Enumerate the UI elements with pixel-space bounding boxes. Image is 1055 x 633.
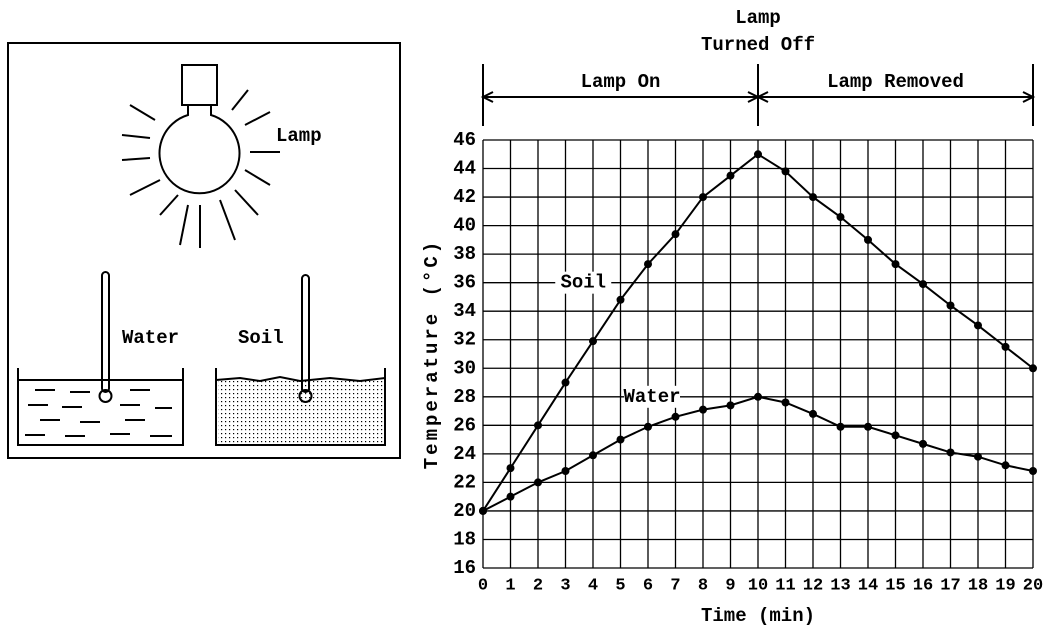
data-point <box>974 453 982 461</box>
x-tick-label: 4 <box>588 576 598 595</box>
data-point <box>974 321 982 329</box>
data-point <box>672 230 680 238</box>
data-point <box>919 280 927 288</box>
water-label: Water <box>122 327 179 349</box>
soil-label: Soil <box>238 327 284 349</box>
x-tick-label: 5 <box>615 576 625 595</box>
data-point <box>479 507 487 515</box>
y-tick-label: 34 <box>453 300 476 322</box>
data-point <box>892 431 900 439</box>
data-point <box>534 478 542 486</box>
data-point <box>809 410 817 418</box>
data-point <box>837 213 845 221</box>
x-tick-label: 12 <box>803 576 823 595</box>
data-point <box>534 421 542 429</box>
data-point <box>727 172 735 180</box>
data-point <box>919 440 927 448</box>
annotation: Turned Off <box>701 34 815 56</box>
data-point <box>782 167 790 175</box>
data-point <box>507 464 515 472</box>
lamp-socket <box>182 65 217 105</box>
y-tick-label: 16 <box>453 557 476 579</box>
data-point <box>644 423 652 431</box>
data-point <box>644 260 652 268</box>
y-tick-label: 28 <box>453 386 476 408</box>
x-tick-label: 0 <box>478 576 488 595</box>
x-axis-label: Time (min) <box>701 605 815 627</box>
data-point <box>947 448 955 456</box>
x-tick-label: 3 <box>560 576 570 595</box>
y-tick-label: 36 <box>453 272 476 294</box>
y-tick-label: 46 <box>453 129 476 151</box>
annotation: Lamp <box>735 7 781 29</box>
data-point <box>1002 461 1010 469</box>
x-tick-label: 20 <box>1023 576 1043 595</box>
data-point <box>562 379 570 387</box>
data-point <box>837 423 845 431</box>
data-point <box>864 236 872 244</box>
water-thermometer <box>102 272 109 392</box>
data-point <box>727 401 735 409</box>
x-tick-label: 16 <box>913 576 933 595</box>
x-tick-label: 2 <box>533 576 543 595</box>
y-axis-label: Temperature (°C) <box>421 239 443 469</box>
series-label: Soil <box>560 272 606 294</box>
diagram: Lamp Water Soil <box>8 43 400 458</box>
x-tick-label: 10 <box>748 576 768 595</box>
data-point <box>672 413 680 421</box>
data-point <box>809 193 817 201</box>
x-tick-label: 19 <box>995 576 1015 595</box>
data-point <box>589 451 597 459</box>
y-tick-label: 44 <box>453 158 476 180</box>
x-tick-label: 14 <box>858 576 878 595</box>
data-point <box>754 393 762 401</box>
data-point <box>562 467 570 475</box>
y-tick-label: 18 <box>453 528 476 550</box>
lamp-label: Lamp <box>276 125 322 147</box>
lamp-bulb <box>160 105 240 193</box>
x-tick-label: 1 <box>505 576 515 595</box>
data-point <box>507 493 515 501</box>
data-point <box>754 150 762 158</box>
data-point <box>1029 364 1037 372</box>
annotation: Lamp Removed <box>827 71 964 93</box>
lamp-rays <box>122 90 280 248</box>
x-tick-label: 11 <box>775 576 795 595</box>
x-tick-label: 18 <box>968 576 988 595</box>
x-tick-label: 8 <box>698 576 708 595</box>
data-point <box>864 423 872 431</box>
x-tick-label: 6 <box>643 576 653 595</box>
y-tick-label: 22 <box>453 471 476 493</box>
water-dashes <box>25 390 172 436</box>
y-tick-label: 26 <box>453 414 476 436</box>
data-point <box>617 436 625 444</box>
x-tick-label: 9 <box>725 576 735 595</box>
data-point <box>947 301 955 309</box>
data-point <box>782 399 790 407</box>
x-tick-label: 17 <box>940 576 960 595</box>
series-label: Water <box>623 386 680 408</box>
x-tick-label: 7 <box>670 576 680 595</box>
data-point <box>589 337 597 345</box>
x-tick-label: 13 <box>830 576 850 595</box>
data-point <box>699 406 707 414</box>
data-point <box>617 296 625 304</box>
data-point <box>699 193 707 201</box>
y-tick-label: 38 <box>453 243 476 265</box>
y-tick-label: 20 <box>453 500 476 522</box>
soil-fill <box>218 380 383 444</box>
data-point <box>1002 343 1010 351</box>
x-tick-label: 15 <box>885 576 905 595</box>
soil-thermometer <box>302 275 309 392</box>
data-point <box>1029 467 1037 475</box>
annotation: Lamp On <box>581 71 661 93</box>
y-tick-label: 42 <box>453 186 476 208</box>
page: Lamp Water Soil 012345678910111213141516… <box>0 0 1055 633</box>
data-point <box>892 260 900 268</box>
y-tick-label: 32 <box>453 329 476 351</box>
y-tick-label: 30 <box>453 357 476 379</box>
y-tick-label: 24 <box>453 443 476 465</box>
y-tick-label: 40 <box>453 215 476 237</box>
